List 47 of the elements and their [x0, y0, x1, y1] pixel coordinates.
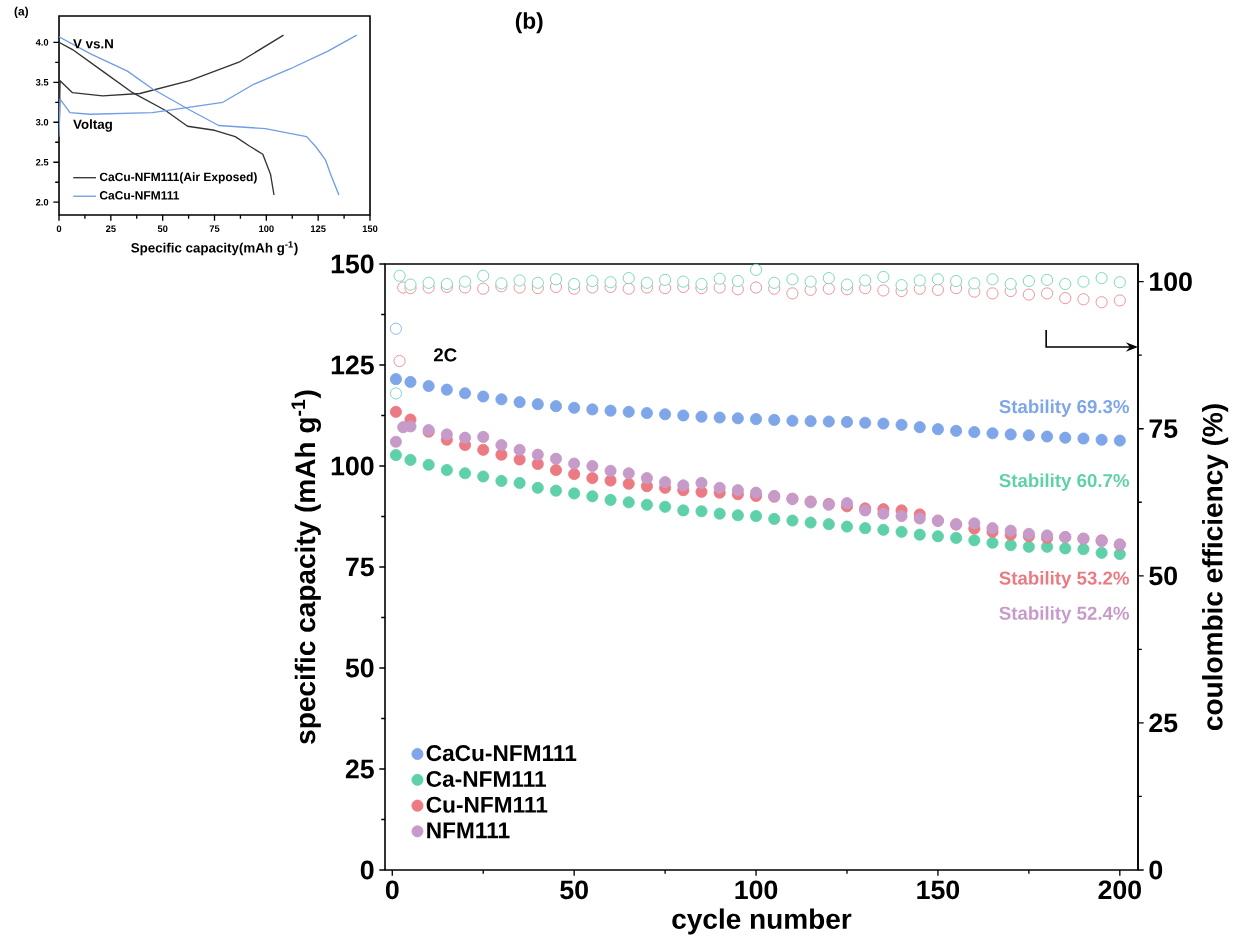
legend-label: CaCu-NFM111(Air Exposed)	[99, 172, 257, 184]
annotation: Stability 60.7%	[999, 473, 1130, 491]
x-tick-label: 125	[310, 225, 326, 232]
y-tick-label: 50	[345, 658, 374, 678]
x-tick-label: 0	[385, 880, 399, 900]
annotation: 2C	[433, 348, 457, 362]
legend-label: Cu-NFM111	[426, 796, 548, 813]
y-tick-label: 3.5	[35, 79, 49, 86]
y-tick-label: 0	[360, 860, 374, 880]
legend-label: CaCu-NFM111	[99, 191, 180, 200]
x-tick-label: 50	[157, 225, 168, 232]
x-tick-label: 0	[56, 225, 62, 232]
x-axis-title: cycle number	[672, 908, 852, 935]
x-axis-title: Specific capacity(mAh g$^{-1}$)	[131, 241, 298, 256]
y-tick-label: 2.0	[35, 198, 49, 206]
y2-tick-label: 0	[1149, 860, 1163, 880]
annotation: Stability 69.3%	[999, 399, 1130, 417]
y-tick-label: 75	[346, 557, 374, 577]
x-tick-label: 150	[917, 880, 960, 900]
y-tick-label: 150	[331, 254, 374, 274]
y2-tick-label: 25	[1149, 713, 1178, 733]
y-axis-title: specific capacity (mAh g$^{-1}$)	[291, 390, 321, 744]
y2-tick-label: 100	[1150, 272, 1192, 292]
y-tick-label: 3.0	[35, 118, 49, 126]
x-tick-label: 100	[259, 225, 274, 232]
x-tick-label: 75	[209, 225, 220, 232]
legend-label: NFM111	[427, 822, 510, 839]
legend-label: Ca-NFM111	[426, 770, 547, 787]
y-tick-label: 100	[331, 456, 374, 476]
x-tick-label: 25	[105, 225, 116, 232]
y2-tick-label: 50	[1149, 566, 1177, 586]
y2-axis-title: coulombic efficiency (%)	[1202, 404, 1229, 731]
chart-title: (b)	[515, 12, 543, 34]
chart-title: (a)	[14, 6, 29, 18]
x-tick-label: 200	[1098, 880, 1141, 900]
y-tick-label: 2.5	[35, 158, 49, 166]
y2-tick-label: 75	[1149, 419, 1178, 439]
y-tick-label: 4.0	[35, 39, 49, 46]
annotation: V vs.N	[73, 39, 113, 49]
x-tick-label: 50	[560, 880, 588, 900]
annotation: Stability 52.4%	[999, 606, 1130, 624]
y-tick-label: 125	[331, 355, 374, 375]
annotation: Voltag	[73, 119, 112, 132]
x-tick-label: 100	[735, 880, 778, 900]
annotation: Stability 53.2%	[999, 571, 1130, 589]
legend-label: CaCu-NFM111	[426, 745, 577, 762]
y-tick-label: 25	[345, 759, 374, 779]
